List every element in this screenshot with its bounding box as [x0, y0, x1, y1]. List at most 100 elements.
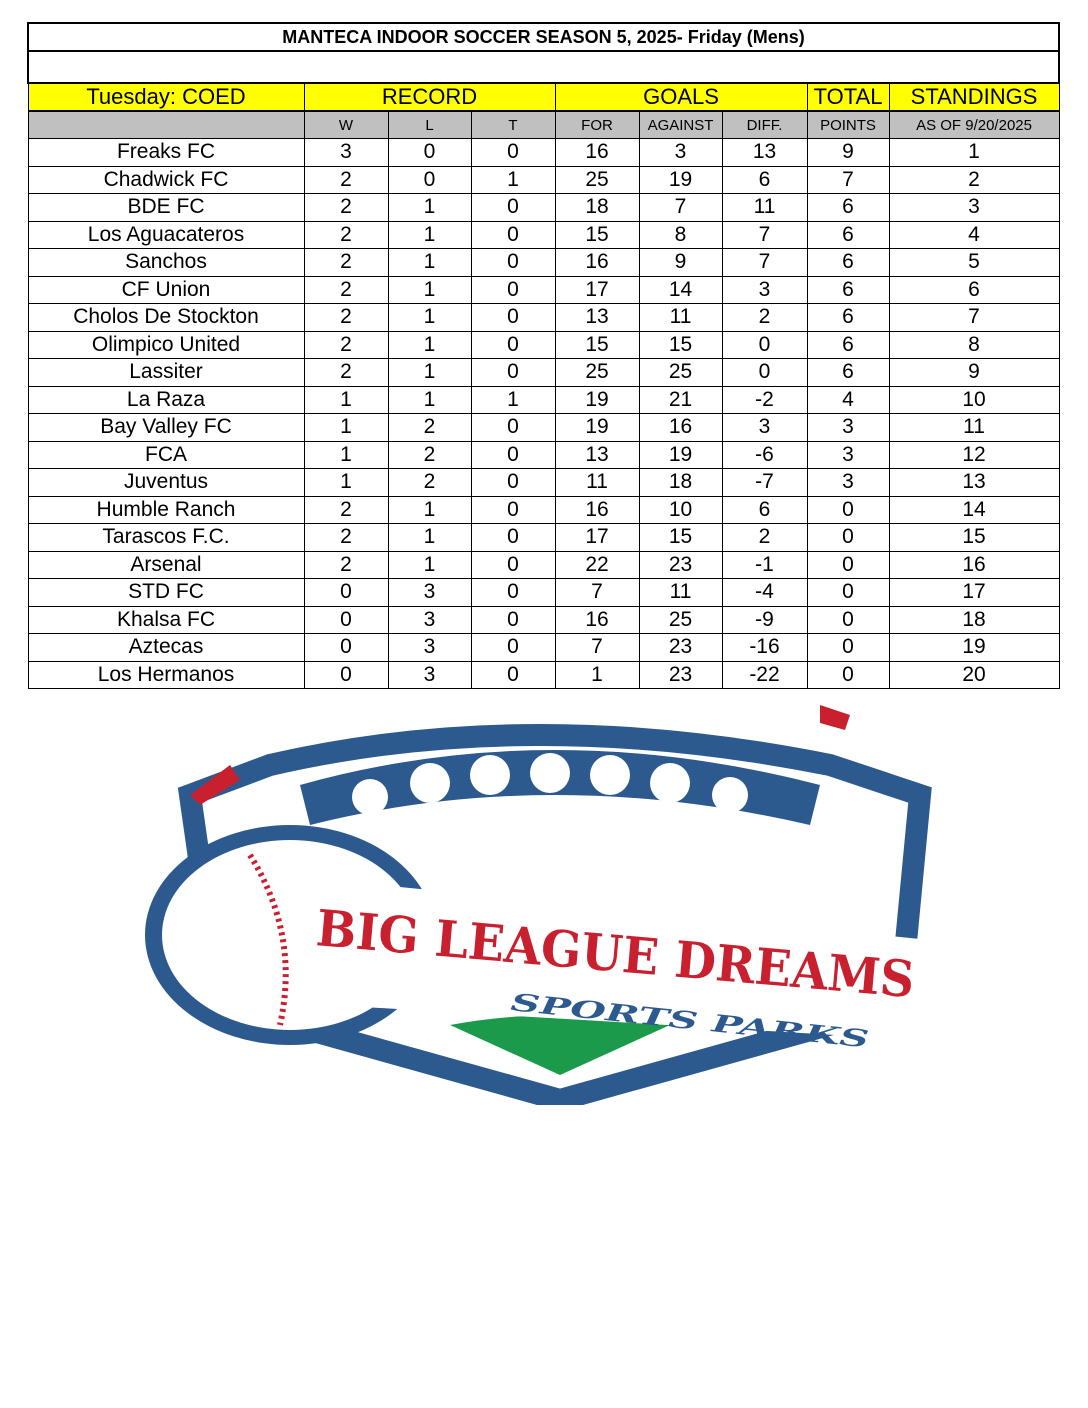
- losses: 2: [387, 440, 472, 469]
- goal-diff: 11: [721, 193, 808, 222]
- team-name: Tarascos F.C.: [27, 523, 305, 552]
- wins: 2: [303, 523, 389, 552]
- losses: 0: [387, 165, 472, 194]
- standing: 9: [888, 358, 1060, 387]
- losses: 3: [387, 660, 472, 689]
- goals-for: 17: [554, 523, 640, 552]
- goals-for: 22: [554, 550, 640, 579]
- goals-against: 15: [638, 330, 723, 359]
- ties: 0: [470, 248, 556, 277]
- goals-for: 11: [554, 468, 640, 497]
- wins: 3: [303, 138, 389, 167]
- points: 7: [806, 165, 890, 194]
- sheet-title: MANTECA INDOOR SOCCER SEASON 5, 2025- Fr…: [26, 22, 1061, 52]
- points-header: POINTS: [806, 110, 890, 139]
- wins: 0: [303, 660, 389, 689]
- wins: 2: [303, 220, 389, 249]
- losses: 1: [387, 385, 472, 414]
- team-name: STD FC: [27, 578, 305, 607]
- table-row: STD FC 0 3 0 7 11 -4 0 17: [27, 578, 1060, 607]
- team-name: Aztecas: [27, 633, 305, 662]
- standing: 4: [888, 220, 1060, 249]
- ties: 0: [470, 138, 556, 167]
- ties: 0: [470, 330, 556, 359]
- losses: 1: [387, 303, 472, 332]
- ties: 0: [470, 605, 556, 634]
- points: 6: [806, 248, 890, 277]
- goals-against: 19: [638, 165, 723, 194]
- goals-against: 15: [638, 523, 723, 552]
- wins: 2: [303, 550, 389, 579]
- ties: 0: [470, 660, 556, 689]
- team-name: BDE FC: [27, 193, 305, 222]
- goal-diff: -6: [721, 440, 808, 469]
- table-row: Sanchos 2 1 0 16 9 7 6 5: [27, 248, 1060, 277]
- goals-against: 21: [638, 385, 723, 414]
- team-name: Khalsa FC: [27, 605, 305, 634]
- table-row: Aztecas 0 3 0 7 23 -16 0 19: [27, 633, 1060, 662]
- goals-for: 15: [554, 330, 640, 359]
- goals-for: 16: [554, 605, 640, 634]
- losses: 1: [387, 330, 472, 359]
- losses: 3: [387, 633, 472, 662]
- standing: 1: [888, 138, 1060, 167]
- as-of-header: AS OF 9/20/2025: [888, 110, 1060, 139]
- wins: 2: [303, 358, 389, 387]
- table-row: Juventus 1 2 0 11 18 -7 3 13: [27, 468, 1060, 497]
- goal-diff: 13: [721, 138, 808, 167]
- goal-diff: -22: [721, 660, 808, 689]
- goal-diff: 3: [721, 275, 808, 304]
- team-name: Los Aguacateros: [27, 220, 305, 249]
- goals-for: 17: [554, 275, 640, 304]
- wins: 2: [303, 303, 389, 332]
- goals-for: 16: [554, 495, 640, 524]
- goal-diff: -7: [721, 468, 808, 497]
- goals-against: 14: [638, 275, 723, 304]
- table-row: Bay Valley FC 1 2 0 19 16 3 3 11: [27, 413, 1060, 442]
- standings-header: STANDINGS: [888, 82, 1060, 112]
- standing: 6: [888, 275, 1060, 304]
- losses: 1: [387, 193, 472, 222]
- team-name: Juventus: [27, 468, 305, 497]
- table-row: Olimpico United 2 1 0 15 15 0 6 8: [27, 330, 1060, 359]
- ties: 0: [470, 578, 556, 607]
- table-row: Los Hermanos 0 3 0 1 23 -22 0 20: [27, 660, 1060, 689]
- goals-against: 11: [638, 578, 723, 607]
- wins: 1: [303, 413, 389, 442]
- ties: 0: [470, 468, 556, 497]
- goals-against: 9: [638, 248, 723, 277]
- wins: 0: [303, 633, 389, 662]
- goal-diff: 7: [721, 220, 808, 249]
- ties: 0: [470, 440, 556, 469]
- diff-header: DIFF.: [721, 110, 808, 139]
- points: 6: [806, 303, 890, 332]
- goals-against: 25: [638, 605, 723, 634]
- goals-for: 19: [554, 413, 640, 442]
- ties: 0: [470, 495, 556, 524]
- table-row: CF Union 2 1 0 17 14 3 6 6: [27, 275, 1060, 304]
- goals-for: 15: [554, 220, 640, 249]
- goal-diff: -16: [721, 633, 808, 662]
- wins: 1: [303, 440, 389, 469]
- points: 0: [806, 550, 890, 579]
- standing: 16: [888, 550, 1060, 579]
- goals-for: 7: [554, 633, 640, 662]
- t-header: T: [470, 110, 556, 139]
- losses: 1: [387, 550, 472, 579]
- wins: 2: [303, 193, 389, 222]
- big-league-dreams-logo: BIG LEAGUE DREAMS SPORTS PARKS: [145, 705, 932, 1105]
- ties: 0: [470, 413, 556, 442]
- for-header: FOR: [554, 110, 640, 139]
- wins: 0: [303, 605, 389, 634]
- ties: 1: [470, 385, 556, 414]
- standing: 19: [888, 633, 1060, 662]
- points: 6: [806, 275, 890, 304]
- goals-for: 1: [554, 660, 640, 689]
- losses: 3: [387, 578, 472, 607]
- goals-for: 16: [554, 248, 640, 277]
- goals-for: 16: [554, 138, 640, 167]
- goals-for: 13: [554, 440, 640, 469]
- goal-diff: -9: [721, 605, 808, 634]
- standing: 12: [888, 440, 1060, 469]
- table-row: BDE FC 2 1 0 18 7 11 6 3: [27, 193, 1060, 222]
